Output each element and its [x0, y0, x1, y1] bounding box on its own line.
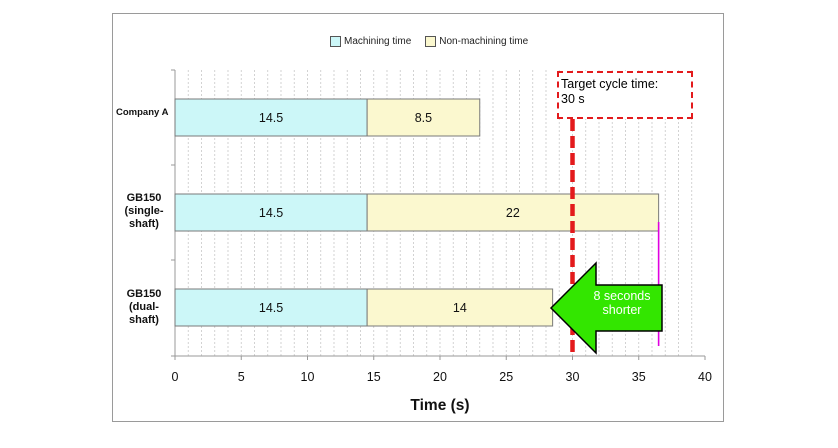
gb150-single-line-3: shaft)	[129, 218, 159, 230]
bar-value-label: 22	[506, 206, 520, 220]
category-label-gb150-dual: GB150 (dual- shaft)	[118, 288, 170, 327]
gb150-single-line-2: (single-	[124, 205, 164, 217]
legend: Machining time Non-machining time	[330, 36, 542, 47]
company-a-label: Company A	[116, 107, 169, 118]
arrow-callout-line-1: 8 seconds	[593, 289, 651, 303]
bar-segment	[366, 98, 481, 137]
target-callout-line-1: Target cycle time:	[561, 77, 659, 91]
x-tick-label: 20	[433, 370, 447, 384]
category-label-company-a: Company A	[116, 106, 168, 119]
x-tick-label: 15	[367, 370, 381, 384]
x-tick-label: 10	[301, 370, 315, 384]
gb150-dual-line-2: (dual-	[129, 301, 159, 313]
bar-value-label: 14.5	[259, 206, 283, 220]
bar-segment	[366, 193, 660, 232]
target-cycle-time-callout: Target cycle time: 30 s	[557, 71, 693, 119]
bar-value-label: 14.5	[259, 111, 283, 125]
target-callout-line-2: 30 s	[561, 92, 585, 106]
x-tick-label: 0	[172, 370, 179, 384]
chart-frame	[112, 13, 724, 422]
arrow-callout-text: 8 seconds shorter	[584, 289, 660, 317]
arrow-callout-line-2: shorter	[602, 303, 642, 317]
bar-value-label: 14.5	[259, 301, 283, 315]
x-tick-label: 25	[499, 370, 513, 384]
x-axis-title: Time (s)	[410, 397, 469, 414]
bar-segment	[174, 288, 368, 327]
bar-value-label: 14	[453, 301, 467, 315]
category-label-gb150-single: GB150 (single- shaft)	[118, 192, 170, 231]
legend-label-nonmachining: Non-machining time	[439, 36, 529, 47]
x-tick-label: 40	[698, 370, 712, 384]
legend-item-machining: Machining time	[330, 36, 411, 47]
bar-segment	[366, 288, 554, 327]
legend-item-nonmachining: Non-machining time	[425, 36, 528, 47]
gb150-dual-line-3: shaft)	[129, 314, 159, 326]
bar-segment	[174, 98, 368, 137]
legend-label-machining: Machining time	[344, 36, 412, 47]
x-tick-label: 5	[238, 370, 245, 384]
gb150-dual-line-1: GB150	[126, 288, 162, 300]
x-tick-label: 35	[632, 370, 646, 384]
gb150-single-line-1: GB150	[126, 192, 162, 204]
legend-swatch-nonmachining	[425, 36, 437, 47]
bar-value-label: 8.5	[415, 111, 432, 125]
shorter-arrow	[549, 261, 663, 355]
x-tick-label: 30	[566, 370, 580, 384]
legend-swatch-machining	[330, 36, 341, 47]
